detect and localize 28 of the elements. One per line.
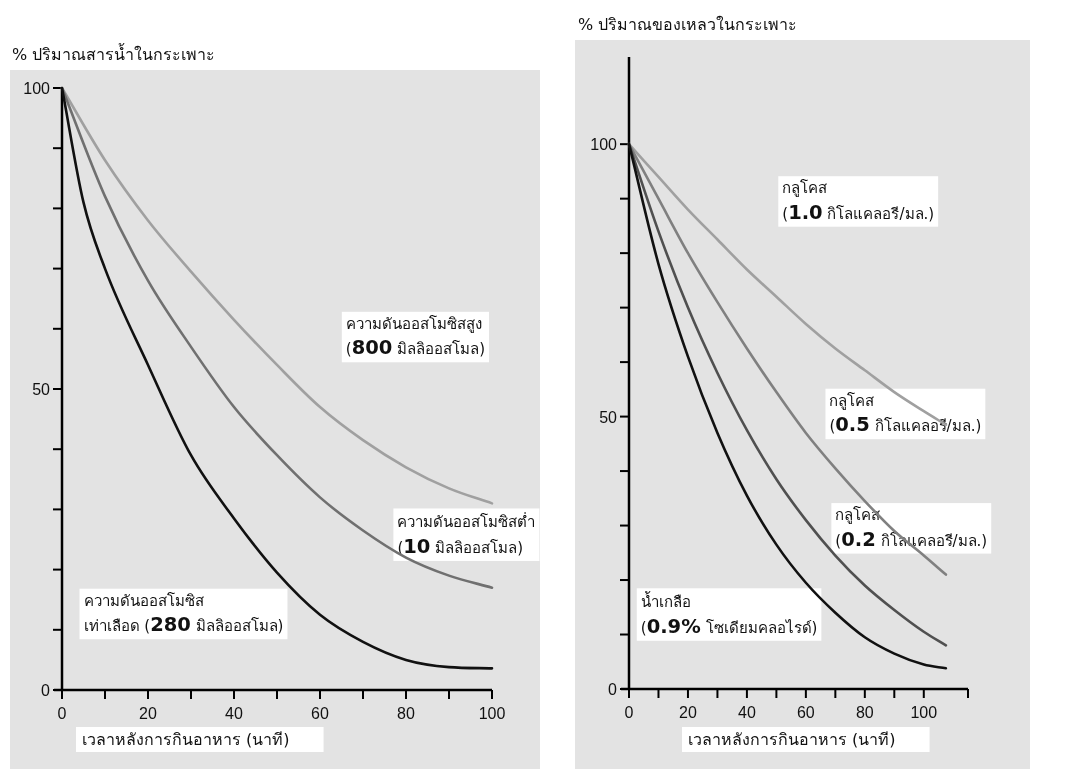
y-axis-title: % ปริมาณสารน้ำในกระเพาะ: [12, 43, 216, 64]
x-tick-label: 0: [57, 705, 67, 722]
y-tick-label: 100: [23, 80, 51, 97]
x-tick-label: 20: [679, 704, 697, 721]
text: กลูโคส (1.0 กิโลแคลอรี/มล.): [782, 179, 935, 224]
x-tick-label: 80: [855, 704, 874, 721]
y-tick-label: 50: [32, 381, 51, 398]
x-tick-label: 40: [225, 705, 243, 722]
text: ความดันออสโมซิสสูง (800 มิลลิออสโมล): [345, 314, 485, 360]
x-tick-label: 0: [624, 704, 634, 721]
y-axis-title: % ปริมาณของเหลวในกระเพาะ: [578, 15, 798, 34]
series-label: ความดันออสโมซิส เท่าเลือด (280 มิลลิออสโมล): [83, 591, 284, 637]
x-tick-label: 100: [910, 704, 938, 721]
y-tick-label: 50: [599, 408, 618, 426]
x-axis-title: เวลาหลังการกินอาหาร (นาที): [82, 730, 290, 749]
y-tick-label: 0: [608, 681, 618, 698]
x-tick-label: 60: [311, 705, 329, 722]
series-label: กลูโคส (0.5 กิโลแคลอรี/มล.): [829, 391, 982, 437]
y-tick-label: 100: [590, 136, 618, 154]
x-tick-label: 20: [139, 705, 157, 722]
x-axis-title: เวลาหลังการกินอาหาร (นาที): [688, 730, 896, 749]
x-tick-label: 100: [478, 705, 506, 722]
x-tick-label: 80: [397, 705, 415, 722]
x-tick-label: 40: [738, 704, 756, 721]
series-label: น้ำเกลือ (0.9% โซเดียมคลอไรด์): [640, 591, 818, 638]
series-label: กลูโคส (0.2 กิโลแคลอรี/มล.): [835, 506, 988, 551]
x-tick-label: 60: [796, 704, 815, 721]
y-tick-label: 0: [41, 682, 51, 699]
